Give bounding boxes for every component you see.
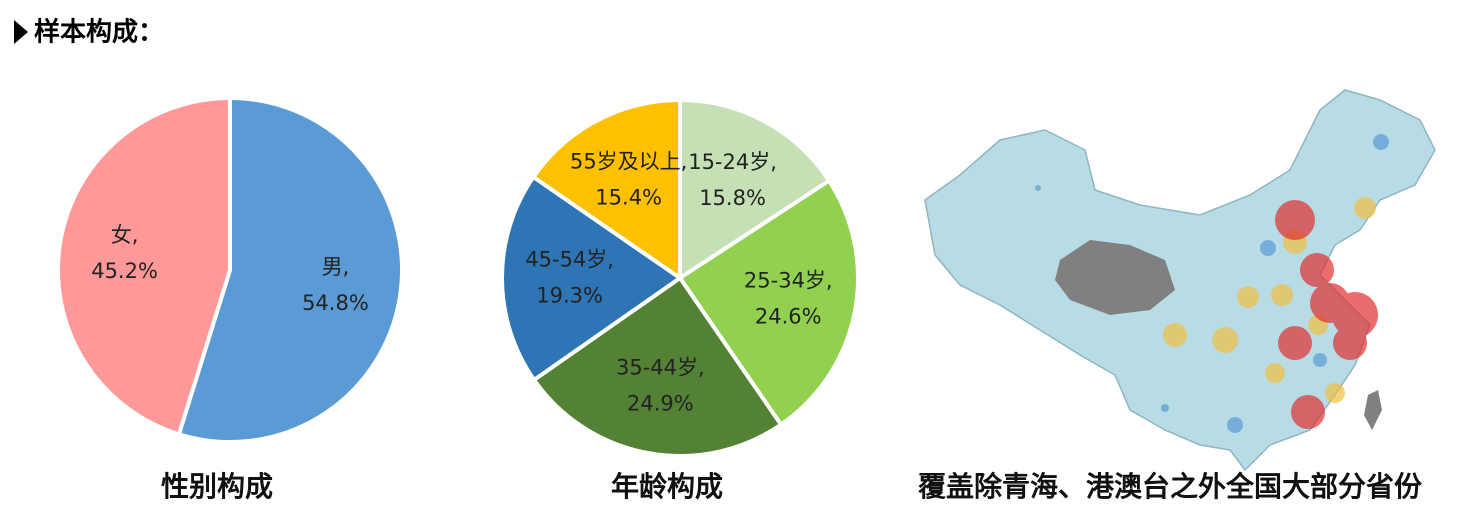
slice-value-label: 45.2% (91, 259, 158, 283)
slice-value-label: 54.8% (302, 291, 369, 315)
map-excluded-region (1364, 390, 1382, 430)
pie-slice (677, 177, 860, 428)
slice-value-label: 19.3% (536, 283, 603, 307)
pie-slice (500, 174, 684, 383)
slice-value-label: 24.9% (627, 392, 694, 416)
map-excluded-region (1055, 240, 1175, 315)
slice-category: 女, (111, 223, 139, 247)
map-major-markers (1275, 200, 1378, 429)
slice-value-label: 15.8% (699, 186, 766, 210)
chart-title: 性别构成 (161, 470, 273, 503)
title-marker (14, 20, 28, 44)
pie-slice (56, 95, 232, 437)
slice-category: 55岁及以上, (570, 149, 687, 173)
pie-slice (678, 97, 832, 282)
pie-slice (531, 275, 784, 458)
slice-category: 45-54岁, (525, 247, 614, 271)
pie-slice (176, 95, 404, 444)
china-map (924, 89, 1436, 472)
slice-value-label: 24.6% (755, 304, 822, 328)
slice-value-label: 15.4% (595, 185, 662, 209)
map-minor-markers (1163, 197, 1376, 403)
slice-category: 25-34岁, (744, 268, 833, 292)
map-land (924, 89, 1436, 472)
map-small-markers (1035, 134, 1389, 433)
pie-slice (530, 97, 682, 282)
map-caption: 覆盖除青海、港澳台之外全国大部分省份 (917, 470, 1422, 503)
slice-category: 15-24岁, (688, 150, 777, 174)
slice-category: 男, (322, 255, 350, 279)
slice-category: 35-44岁, (616, 356, 705, 380)
chart-title: 年龄构成 (611, 470, 723, 503)
slide-title: 样本构成： (34, 17, 164, 48)
